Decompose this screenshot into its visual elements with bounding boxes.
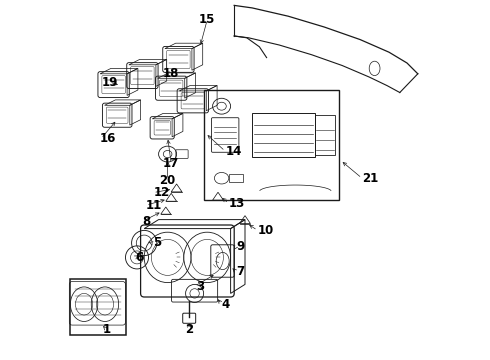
Bar xyxy=(315,115,335,155)
Text: 21: 21 xyxy=(362,172,378,185)
Text: 11: 11 xyxy=(146,199,162,212)
Text: 10: 10 xyxy=(258,224,274,237)
Text: 8: 8 xyxy=(143,215,150,228)
Bar xyxy=(229,174,243,182)
Text: 3: 3 xyxy=(196,280,204,293)
Text: 16: 16 xyxy=(99,132,116,145)
Text: 15: 15 xyxy=(199,13,216,26)
Text: 14: 14 xyxy=(225,145,242,158)
Bar xyxy=(252,113,315,157)
Text: 5: 5 xyxy=(153,237,161,249)
Text: 12: 12 xyxy=(153,186,170,199)
Text: 2: 2 xyxy=(185,323,193,336)
Text: 4: 4 xyxy=(221,298,230,311)
Text: 19: 19 xyxy=(102,76,118,89)
Text: 13: 13 xyxy=(229,197,245,210)
Text: 1: 1 xyxy=(102,323,110,336)
Text: 20: 20 xyxy=(159,174,176,186)
Text: 7: 7 xyxy=(236,265,244,278)
Bar xyxy=(204,90,339,200)
Text: 17: 17 xyxy=(163,157,179,170)
Bar xyxy=(71,279,126,335)
Text: 18: 18 xyxy=(163,67,179,80)
Text: 6: 6 xyxy=(135,251,144,264)
Text: 9: 9 xyxy=(236,240,244,253)
